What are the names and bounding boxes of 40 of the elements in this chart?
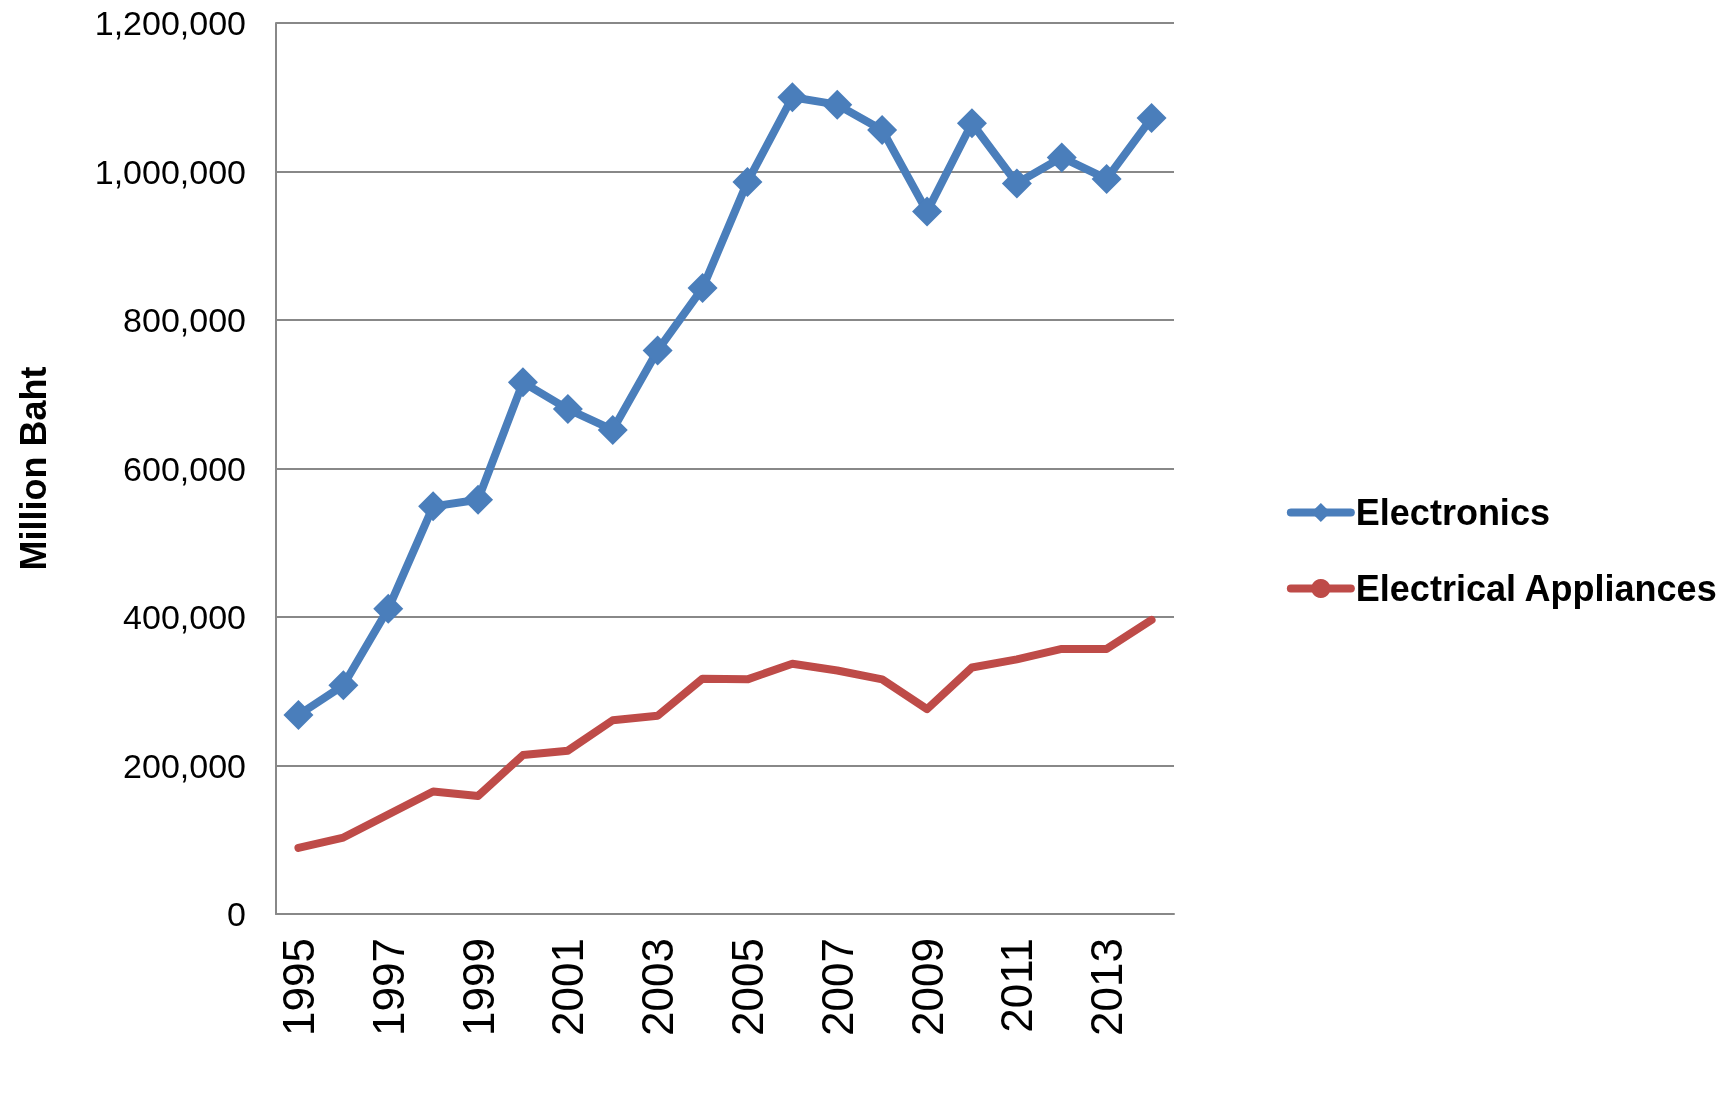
point — [687, 273, 718, 304]
point — [956, 108, 987, 139]
point — [463, 484, 494, 515]
point — [822, 89, 853, 120]
point — [642, 335, 673, 366]
y-tick-label: 400,000 — [123, 598, 246, 636]
x-tick-label: 2013 — [1082, 938, 1132, 1036]
y-tick-label: 800,000 — [123, 301, 246, 339]
x-tick-label: 2011 — [992, 938, 1042, 1033]
y-tick-label: 200,000 — [123, 746, 246, 785]
y-tick-label: 1,200,000 — [94, 4, 246, 42]
x-tick-label: 2007 — [812, 938, 862, 1036]
legend-label: Electrical Appliances — [1355, 568, 1717, 609]
point — [732, 166, 763, 197]
point — [552, 394, 583, 425]
point — [283, 700, 314, 731]
point — [373, 593, 404, 624]
y-tick-label: 0 — [227, 895, 246, 933]
x-tick-label: 2009 — [902, 938, 952, 1036]
point — [867, 114, 898, 145]
point — [912, 196, 943, 227]
point — [597, 414, 628, 445]
x-tick-label: 2005 — [722, 938, 772, 1036]
x-tick-label: 1995 — [273, 938, 323, 1036]
y-tick-label: 1,000,000 — [94, 152, 246, 191]
legend-label: Electronics — [1355, 492, 1550, 533]
x-tick-label: 2003 — [633, 938, 683, 1036]
y-tick-label: 600,000 — [123, 449, 246, 488]
x-tick-label: 1999 — [453, 938, 503, 1036]
y-axis-title: Million Baht — [12, 366, 54, 571]
point — [1046, 142, 1077, 173]
point — [328, 670, 359, 701]
point — [507, 367, 538, 398]
point — [777, 82, 808, 113]
point — [1136, 103, 1167, 134]
point — [1001, 168, 1032, 199]
x-tick-label: 1997 — [363, 938, 413, 1036]
point — [418, 491, 449, 522]
x-tick-label: 2001 — [543, 938, 593, 1036]
point — [1091, 163, 1122, 194]
